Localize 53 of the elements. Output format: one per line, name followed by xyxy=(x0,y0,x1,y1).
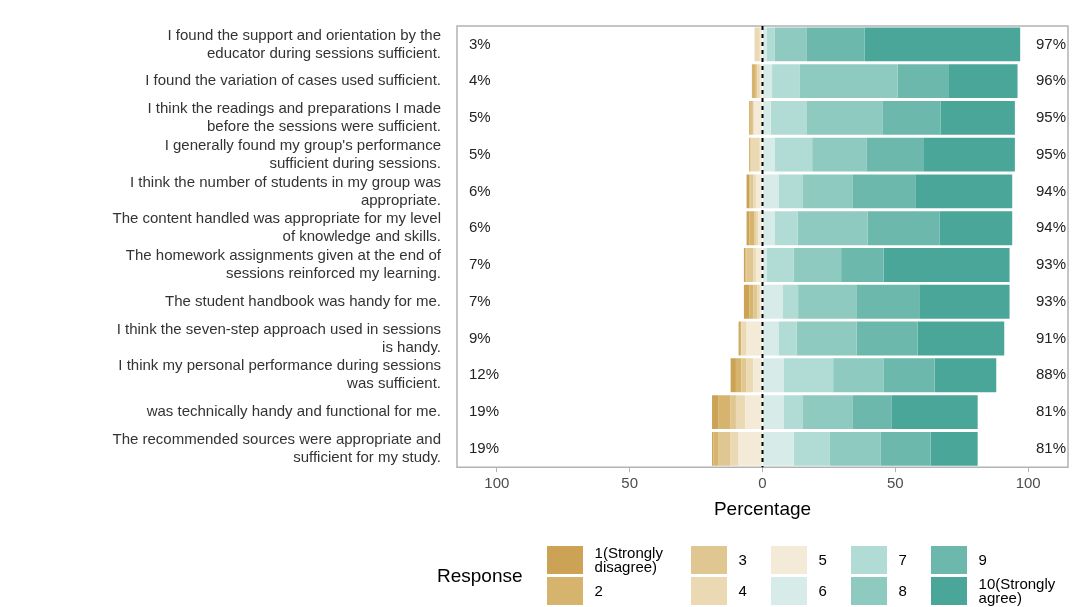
annotation: 94% xyxy=(1036,218,1067,236)
annotation: 4% xyxy=(469,71,491,89)
legend-label: 8 xyxy=(898,582,908,599)
x-tick-label: 50 xyxy=(886,474,904,492)
annotation: 5% xyxy=(469,144,491,162)
legend-label: 9 xyxy=(978,551,988,568)
legend-label: 7 xyxy=(898,551,908,568)
y-tick-label: I think the readings and preparations I made before the sessions were sufficient. xyxy=(147,99,441,135)
annotation: 6% xyxy=(469,181,491,199)
x-tick-label: 100 xyxy=(1015,474,1041,492)
legend-title: Response xyxy=(437,564,523,587)
annotation: 93% xyxy=(1036,291,1067,309)
annotation: 3% xyxy=(469,34,491,52)
annotation: 19% xyxy=(469,402,500,420)
x-tick-label: 0 xyxy=(758,474,767,492)
annotation: 7% xyxy=(469,291,491,309)
legend-label: 5 xyxy=(818,551,828,568)
y-tick-label: I generally found my group's performance sufficient during sessions. xyxy=(164,135,441,171)
annotation: 7% xyxy=(469,255,491,273)
legend-label: 10(Strongly agree) xyxy=(978,575,1057,606)
y-tick-label: I think my personal performance during sessions was sufficient. xyxy=(118,356,441,392)
annotation: 9% xyxy=(469,328,491,346)
annotation: 97% xyxy=(1036,34,1067,52)
annotation: 81% xyxy=(1036,402,1067,420)
annotation: 12% xyxy=(469,365,500,383)
annotation: 95% xyxy=(1036,108,1067,126)
y-tick-label: I think the number of students in my group was appropriate. xyxy=(130,172,441,208)
y-tick-label: was technically handy and functional for me. xyxy=(145,402,441,420)
legend-label: 1(Strongly disagree) xyxy=(594,544,664,575)
y-tick-label: The homework assignments given at the end of sessions reinforced my learning. xyxy=(125,246,442,282)
x-tick-label: 50 xyxy=(621,474,639,492)
annotation: 96% xyxy=(1036,71,1067,89)
y-tick-label: I think the seven-step approach used in sessions is handy. xyxy=(116,319,441,355)
annotation: 19% xyxy=(469,438,500,456)
annotation: 95% xyxy=(1036,144,1067,162)
y-tick-label: I found the support and orientation by the educator during sessions sufficient. xyxy=(167,25,441,61)
x-tick-label: 100 xyxy=(484,474,510,492)
legend-label: 2 xyxy=(594,582,604,599)
legend-label: 4 xyxy=(738,582,748,599)
annotation: 81% xyxy=(1036,438,1067,456)
legend-label: 6 xyxy=(818,582,828,599)
y-tick-label: I found the variation of cases used sufficient. xyxy=(145,71,441,89)
annotation: 94% xyxy=(1036,181,1067,199)
x-axis-title: Percentage xyxy=(713,497,812,519)
annotation: 91% xyxy=(1036,328,1067,346)
y-tick-label: The recommended sources were appropriate and sufficient for my study. xyxy=(112,429,441,465)
annotation: 93% xyxy=(1036,255,1067,273)
y-tick-label: The student handbook was handy for me. xyxy=(164,291,441,309)
annotation: 6% xyxy=(469,218,491,236)
annotation: 5% xyxy=(469,108,491,126)
annotation: 88% xyxy=(1036,365,1067,383)
y-tick-label: The content handled was appropriate for my level of knowledge and skills. xyxy=(112,209,441,245)
legend-label: 3 xyxy=(738,551,748,568)
